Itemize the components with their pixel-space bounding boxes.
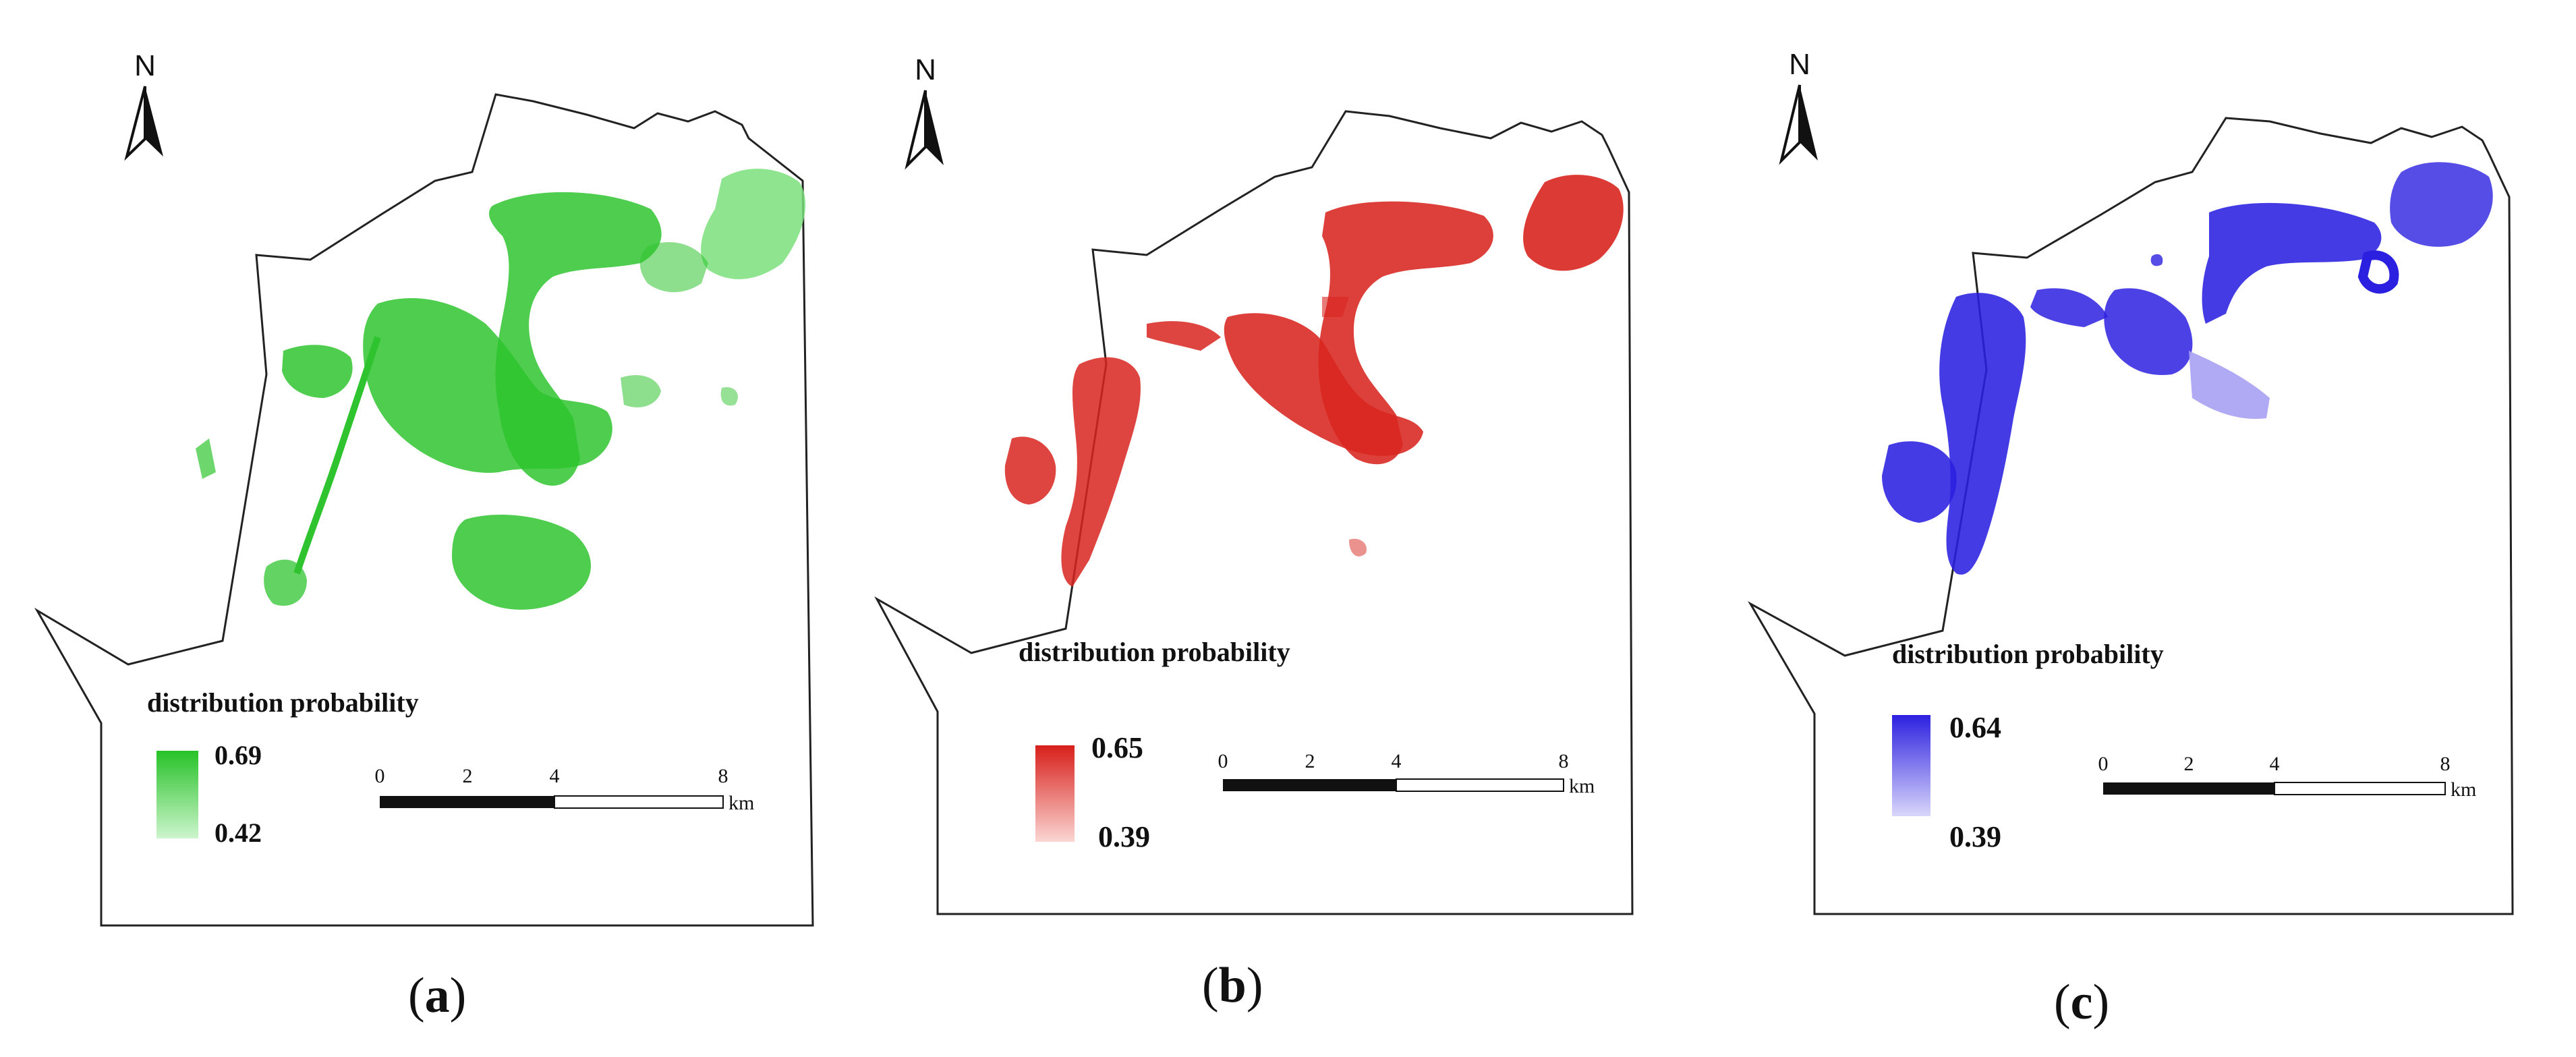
scale-unit: km [1569, 775, 1595, 797]
scale-tick-0: 0 [375, 765, 385, 787]
scale-tick-2: 2 [463, 765, 473, 787]
north-label: N [134, 49, 156, 82]
scale-unit: km [728, 792, 754, 814]
panel-caption-b: (b) [1202, 958, 1263, 1013]
panel-a: N distribution probability 0.69 0.42 0 2… [34, 49, 814, 1023]
scale-tick-2: 2 [1305, 750, 1315, 772]
legend-min-value: 0.42 [214, 818, 262, 848]
legend-color-ramp [1892, 715, 1930, 816]
legend-title: distribution probability [147, 687, 419, 718]
scale-tick-8: 8 [1559, 750, 1569, 772]
panel-b: N distribution probability 0.65 0.39 0 2… [874, 53, 1634, 1013]
scale-unit: km [2451, 778, 2476, 801]
scale-bar: 0 2 4 8 km [1218, 750, 1595, 797]
panel-caption-c: (c) [2054, 975, 2109, 1030]
north-arrow: N [905, 53, 944, 170]
legend: distribution probability 0.64 0.39 [1892, 639, 2164, 853]
legend-title: distribution probability [1892, 639, 2164, 669]
scale-tick-8: 8 [718, 765, 728, 787]
north-arrow-icon [905, 90, 927, 170]
legend-min-value: 0.39 [1098, 820, 1150, 853]
north-arrow-icon [124, 86, 146, 161]
legend-min-value: 0.39 [1949, 820, 2001, 853]
north-label: N [915, 53, 936, 86]
distribution-areas [1004, 175, 1624, 587]
scale-tick-4: 4 [1392, 750, 1402, 772]
scale-tick-0: 0 [1218, 750, 1228, 772]
north-arrow: N [1779, 48, 1818, 165]
study-area-boundary [1747, 117, 2514, 915]
scale-bar: 0 2 4 8 km [375, 765, 755, 814]
north-arrow: N [124, 49, 163, 161]
panel-c: N distribution probability 0.64 0.39 0 2… [1747, 48, 2514, 1030]
legend-title: distribution probability [1019, 637, 1290, 667]
scale-tick-4: 4 [550, 765, 560, 787]
panel-caption-a: (a) [408, 968, 466, 1023]
scale-tick-8: 8 [2440, 753, 2451, 775]
north-label: N [1789, 48, 1810, 81]
scale-tick-4: 4 [2270, 753, 2280, 775]
legend: distribution probability 0.65 0.39 [1019, 637, 1290, 853]
scale-bar: 0 2 4 8 km [2098, 753, 2477, 801]
scale-tick-2: 2 [2184, 753, 2194, 775]
distribution-areas [1882, 162, 2493, 575]
legend-color-ramp [156, 751, 198, 838]
north-arrow-icon [1779, 84, 1801, 165]
study-area-boundary [34, 93, 814, 927]
study-area-boundary [874, 110, 1634, 915]
scale-tick-0: 0 [2098, 753, 2109, 775]
legend-color-ramp [1035, 745, 1075, 842]
legend-max-value: 0.69 [214, 740, 262, 770]
legend: distribution probability 0.69 0.42 [147, 687, 419, 848]
legend-max-value: 0.65 [1091, 731, 1143, 764]
legend-max-value: 0.64 [1949, 711, 2001, 744]
distribution-areas [196, 169, 806, 610]
